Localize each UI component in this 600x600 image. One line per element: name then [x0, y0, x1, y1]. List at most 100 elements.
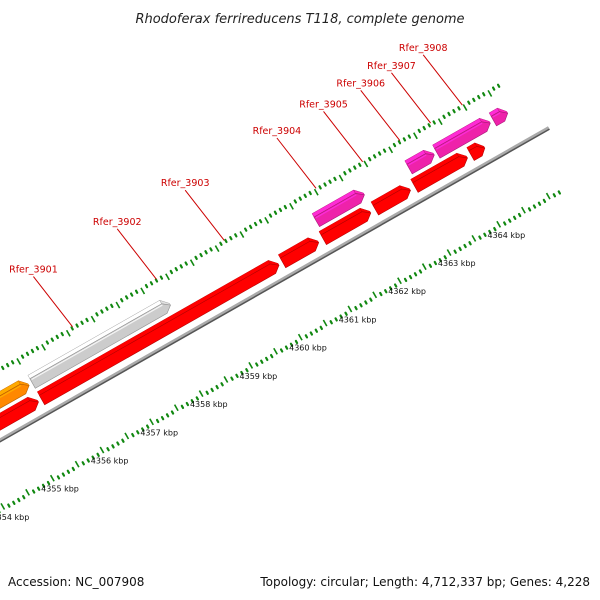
scale-label-layer: 4354 kbp 4355 kbp 4356 kbp 4357 kbp 4358 kbp… — [0, 231, 525, 522]
minor-tick-mark — [144, 283, 149, 289]
minor-tick-mark — [131, 432, 135, 438]
minor-tick-mark — [379, 291, 383, 297]
minor-tick-mark — [111, 444, 115, 449]
minor-tick-mark — [245, 368, 249, 373]
minor-tick-mark — [56, 475, 61, 480]
minor-tick-mark — [129, 292, 134, 297]
minor-tick-mark — [463, 243, 467, 249]
minor-tick-mark — [422, 125, 426, 131]
gene-label-text: Rfer_3908 — [399, 43, 448, 54]
major-tick-mark — [273, 347, 278, 355]
minor-tick-mark — [468, 241, 472, 246]
minor-tick-mark — [204, 250, 208, 255]
minor-tick-mark — [483, 232, 487, 237]
minor-tick-mark — [364, 300, 368, 305]
gene-label: Rfer_3903 — [161, 178, 225, 241]
minor-tick-mark — [447, 111, 451, 117]
cds-arrow-outer — [27, 299, 171, 389]
minor-tick-mark — [60, 331, 64, 337]
minor-tick-mark — [438, 258, 442, 263]
minor-tick-mark — [397, 140, 402, 145]
minor-tick-mark — [106, 447, 110, 452]
minor-tick-mark — [493, 226, 497, 232]
minor-tick-mark — [209, 247, 213, 252]
gene-highlight — [281, 242, 311, 260]
minor-tick-mark — [358, 162, 362, 167]
gene-label-text: Rfer_3905 — [299, 99, 348, 110]
major-tick-mark — [446, 249, 452, 256]
cds-arrow-inner — [318, 207, 372, 246]
minor-tick-mark — [367, 157, 372, 162]
gene-label-leader — [422, 54, 463, 106]
minor-tick-mark — [467, 100, 471, 105]
scale-tick-label: 4354 kbp — [0, 513, 29, 522]
minor-tick-mark — [169, 269, 174, 275]
minor-tick-mark — [273, 210, 278, 215]
minor-tick-mark — [80, 320, 84, 325]
major-tick-mark — [25, 488, 30, 496]
gene-label-leader — [184, 189, 225, 241]
minor-tick-mark — [442, 114, 446, 119]
minor-tick-mark — [41, 483, 46, 489]
major-tick-mark — [297, 333, 303, 341]
minor-tick-mark — [184, 261, 188, 266]
minor-tick-mark — [433, 260, 438, 266]
minor-tick-mark — [542, 198, 547, 204]
major-tick-mark — [264, 216, 270, 224]
minor-tick-mark — [329, 320, 333, 325]
minor-tick-mark — [155, 418, 160, 424]
major-tick-mark — [322, 319, 328, 327]
major-tick-mark — [223, 376, 229, 383]
gene-front-face — [412, 156, 468, 193]
cds-arrow-inner — [410, 152, 468, 193]
minor-tick-mark — [452, 109, 456, 114]
minor-tick-mark — [491, 86, 496, 91]
gene-label-text: Rfer_3903 — [161, 178, 210, 189]
cds-arrow-outer — [404, 149, 435, 175]
gene-label: Rfer_3905 — [299, 99, 364, 163]
minor-tick-mark — [149, 281, 154, 286]
minor-tick-mark — [46, 480, 51, 486]
minor-tick-mark — [496, 83, 501, 88]
minor-tick-mark — [333, 176, 337, 182]
gene-track-inner — [0, 142, 486, 431]
minor-tick-mark — [512, 215, 517, 220]
major-tick-mark — [521, 206, 526, 214]
major-tick-mark — [41, 343, 46, 351]
outer-tick-ring — [1, 83, 501, 371]
minor-tick-mark — [353, 165, 357, 170]
minor-tick-mark — [234, 233, 238, 238]
gene-track-outer — [0, 107, 509, 409]
minor-tick-mark — [303, 193, 307, 198]
minor-tick-mark — [71, 466, 76, 472]
minor-tick-mark — [283, 204, 288, 210]
minor-tick-mark — [407, 134, 412, 139]
gene-front-face — [434, 121, 491, 159]
major-tick-mark — [388, 146, 394, 154]
minor-tick-mark — [91, 455, 95, 460]
gene-label-leader — [276, 137, 317, 189]
minor-tick-mark — [309, 331, 314, 336]
minor-tick-mark — [503, 221, 507, 226]
minor-tick-mark — [95, 312, 99, 317]
backbone-line — [0, 126, 550, 441]
minor-tick-mark — [359, 303, 363, 308]
genome-backbone — [0, 126, 550, 443]
major-tick-mark — [90, 315, 96, 323]
minor-tick-mark — [427, 123, 431, 128]
minor-tick-mark — [75, 323, 79, 328]
scale-tick-label: 4362 kbp — [388, 287, 426, 296]
minor-tick-mark — [304, 334, 309, 339]
minor-tick-mark — [30, 348, 35, 354]
inner-tick-ring — [0, 190, 562, 514]
major-tick-mark — [421, 263, 427, 271]
gene-highlight — [0, 384, 22, 399]
gene-highlight — [31, 304, 163, 381]
minor-tick-mark — [50, 337, 55, 342]
scale-tick-label: 4361 kbp — [339, 315, 377, 324]
gene-label: Rfer_3902 — [93, 217, 157, 280]
cds-arrow-outer — [488, 107, 509, 127]
minor-tick-mark — [125, 295, 129, 300]
major-tick-mark — [65, 329, 71, 337]
backbone-shadow — [0, 127, 550, 443]
